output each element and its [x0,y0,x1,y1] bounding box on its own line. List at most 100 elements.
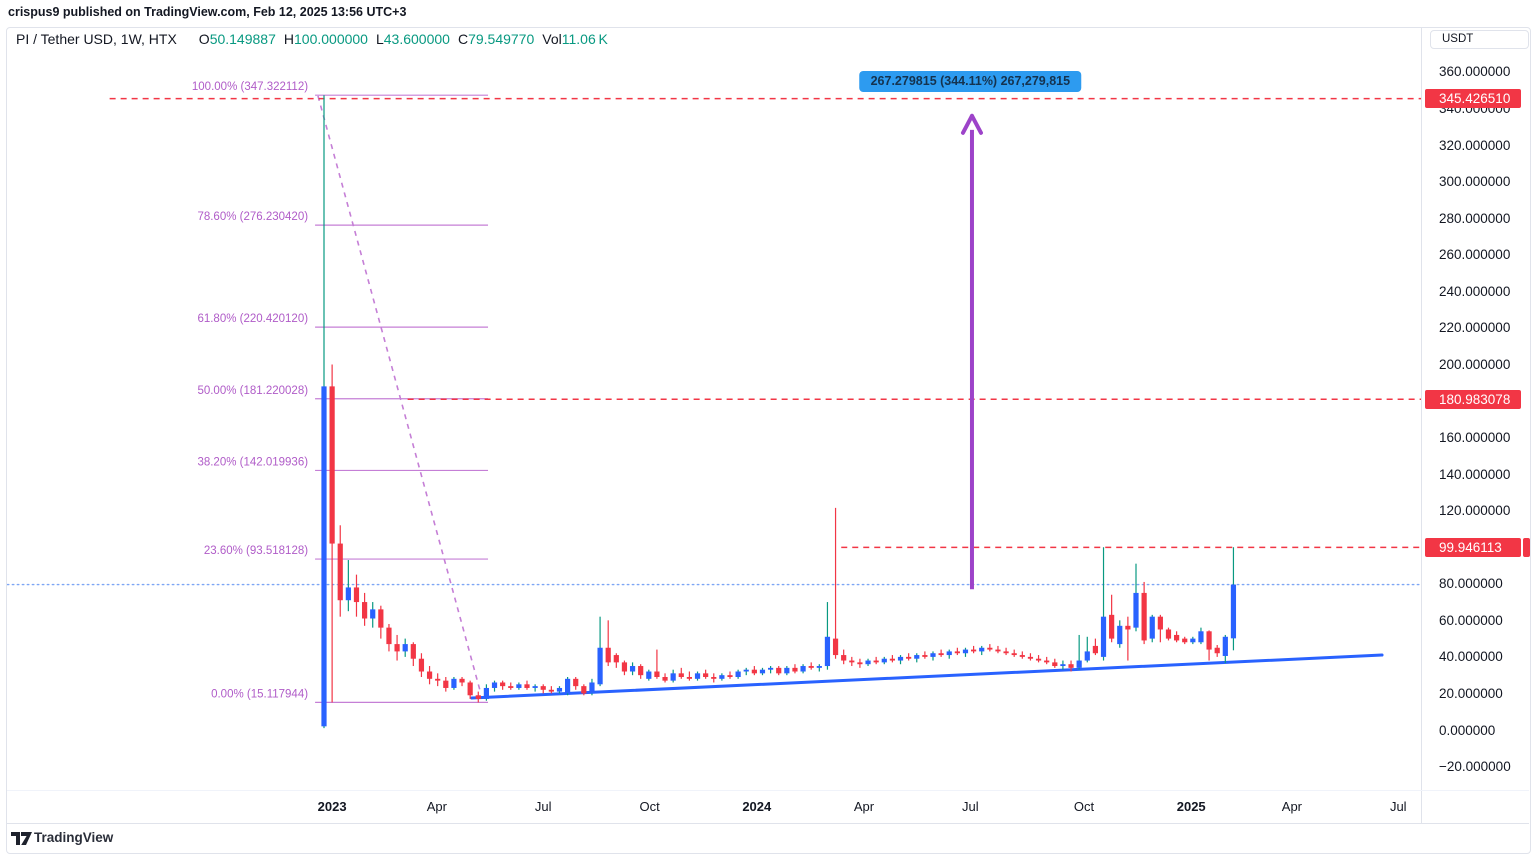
support-trendline[interactable] [470,653,1384,700]
candle-body [483,687,489,699]
candle-body [930,653,936,657]
candle-body [678,673,684,677]
price-tick-label: 20.000000 [1439,685,1503,701]
time-axis-label: 2024 [742,799,772,814]
tradingview-brand-text[interactable]: TradingView [34,830,114,845]
fib-level-label: 38.20% (142.019936) [197,456,308,468]
price-tick-label: 80.000000 [1439,576,1503,592]
candle-body [378,609,384,628]
price-tick-label: 300.000000 [1439,174,1511,190]
candle-body [581,686,587,694]
candle-body [719,675,725,679]
candle-body [370,609,376,619]
candle-body [1214,647,1220,654]
candle-body [1206,631,1212,650]
candle-body [906,656,912,659]
ohlc-key: O [198,31,210,47]
candle-body [922,655,928,657]
candle-body [426,671,433,679]
ohlc-value: 50.149887 [209,31,276,47]
projection-arrow-head[interactable] [960,113,974,135]
chart-legend[interactable]: PI / Tether USD, 1W, HTX O50.149887 H100.0… [16,31,608,47]
price-tick-label: 60.000000 [1439,612,1503,628]
ohlc-key: L [375,31,384,47]
candle-body [800,666,806,672]
tradingview-logo-icon[interactable] [11,831,32,846]
price-tick-label: 240.000000 [1439,283,1511,299]
candle-body [1019,655,1025,657]
candle-body [1222,636,1228,656]
candle-body [459,678,465,683]
candle-body [792,667,798,672]
price-axis[interactable]: USDT 360.000000 340.000000 320.000000 300.0… [1422,28,1536,790]
candle-body [889,658,895,661]
candle-body [1068,664,1074,668]
fib-anchor-trendline[interactable] [317,95,482,695]
price-tick-label: 220.000000 [1439,320,1511,336]
price-tick-label: 320.000000 [1439,137,1511,153]
candle-body [508,686,514,688]
fib-level-label: 50.00% (181.220028) [197,385,308,397]
candle-body [1117,625,1123,645]
candle-body [759,669,766,674]
symbol-title[interactable]: PI / Tether USD, 1W, HTX [16,31,177,47]
candle-body [402,644,408,652]
ohlc-key: Vol [542,31,562,47]
price-tick-label: 280.000000 [1439,210,1511,226]
price-tick-label: 140.000000 [1439,466,1511,482]
candle-body [776,667,782,674]
candle-body [784,667,790,674]
candle-body [1084,651,1090,661]
candle-body [435,678,441,681]
ohlc-key: C [457,31,469,47]
candle-body [662,676,668,681]
candle-body [1182,638,1188,643]
candle-body [540,686,546,690]
candle-body [857,662,863,665]
candle-body [353,587,360,603]
candle-body [979,647,985,652]
fib-level-label: 23.60% (93.518128) [204,545,308,557]
candlestick-chart-pane[interactable]: 100.00% (347.322112) 78.60% (276.230420) 6… [0,0,1421,824]
published-byline: crispus9 published on TradingView.com, F… [8,5,407,19]
candle-body [841,655,847,661]
time-axis-top-border [7,790,1529,791]
candle-body [321,386,327,727]
price-range-callout[interactable]: 267.279815 (344.11%) 267,279,815 [859,71,1082,93]
time-axis[interactable]: 2023 Apr Jul Oct 2024 Apr Jul Oct 2025 Apr Jul [0,790,1421,823]
candle-body [638,666,644,676]
time-axis-label: 2023 [317,799,347,814]
candle-body [410,644,416,659]
candle-body [694,673,701,679]
candle-body [914,655,920,659]
ohlc-value: 79.549770 [468,31,535,47]
projection-arrow-head[interactable] [969,113,983,135]
time-axis-label: Apr [853,799,875,814]
time-axis-label: Jul [962,799,979,814]
time-axis-label: Oct [1073,799,1095,814]
ohlc-value: 100.000000 [294,31,368,47]
fib-level-label: 78.60% (276.230420) [197,211,308,223]
candle-body [1011,653,1017,656]
price-tick-label: 200.000000 [1439,356,1511,372]
price-tick-label: 160.000000 [1439,430,1511,446]
candle-body [686,676,692,679]
candle-body [500,682,506,687]
candle-body [573,678,579,687]
candle-body [394,644,400,652]
price-tick-label: −20.000000 [1439,759,1511,775]
candle-body [1044,660,1050,663]
candle-body [345,587,351,601]
candle-body [329,386,335,544]
candle-body [386,627,392,645]
currency-toggle-button[interactable]: USDT [1430,30,1529,49]
candle-body [629,666,636,672]
candle-body [451,678,457,688]
candle-body [589,682,595,694]
ohlc-values: O50.149887 H100.000000 L43.600000 C79.54977… [191,31,608,47]
candle-body [987,647,993,650]
candle-body [1141,592,1147,641]
candle-body [808,666,814,668]
overlapped-badge-sliver [1523,537,1530,557]
